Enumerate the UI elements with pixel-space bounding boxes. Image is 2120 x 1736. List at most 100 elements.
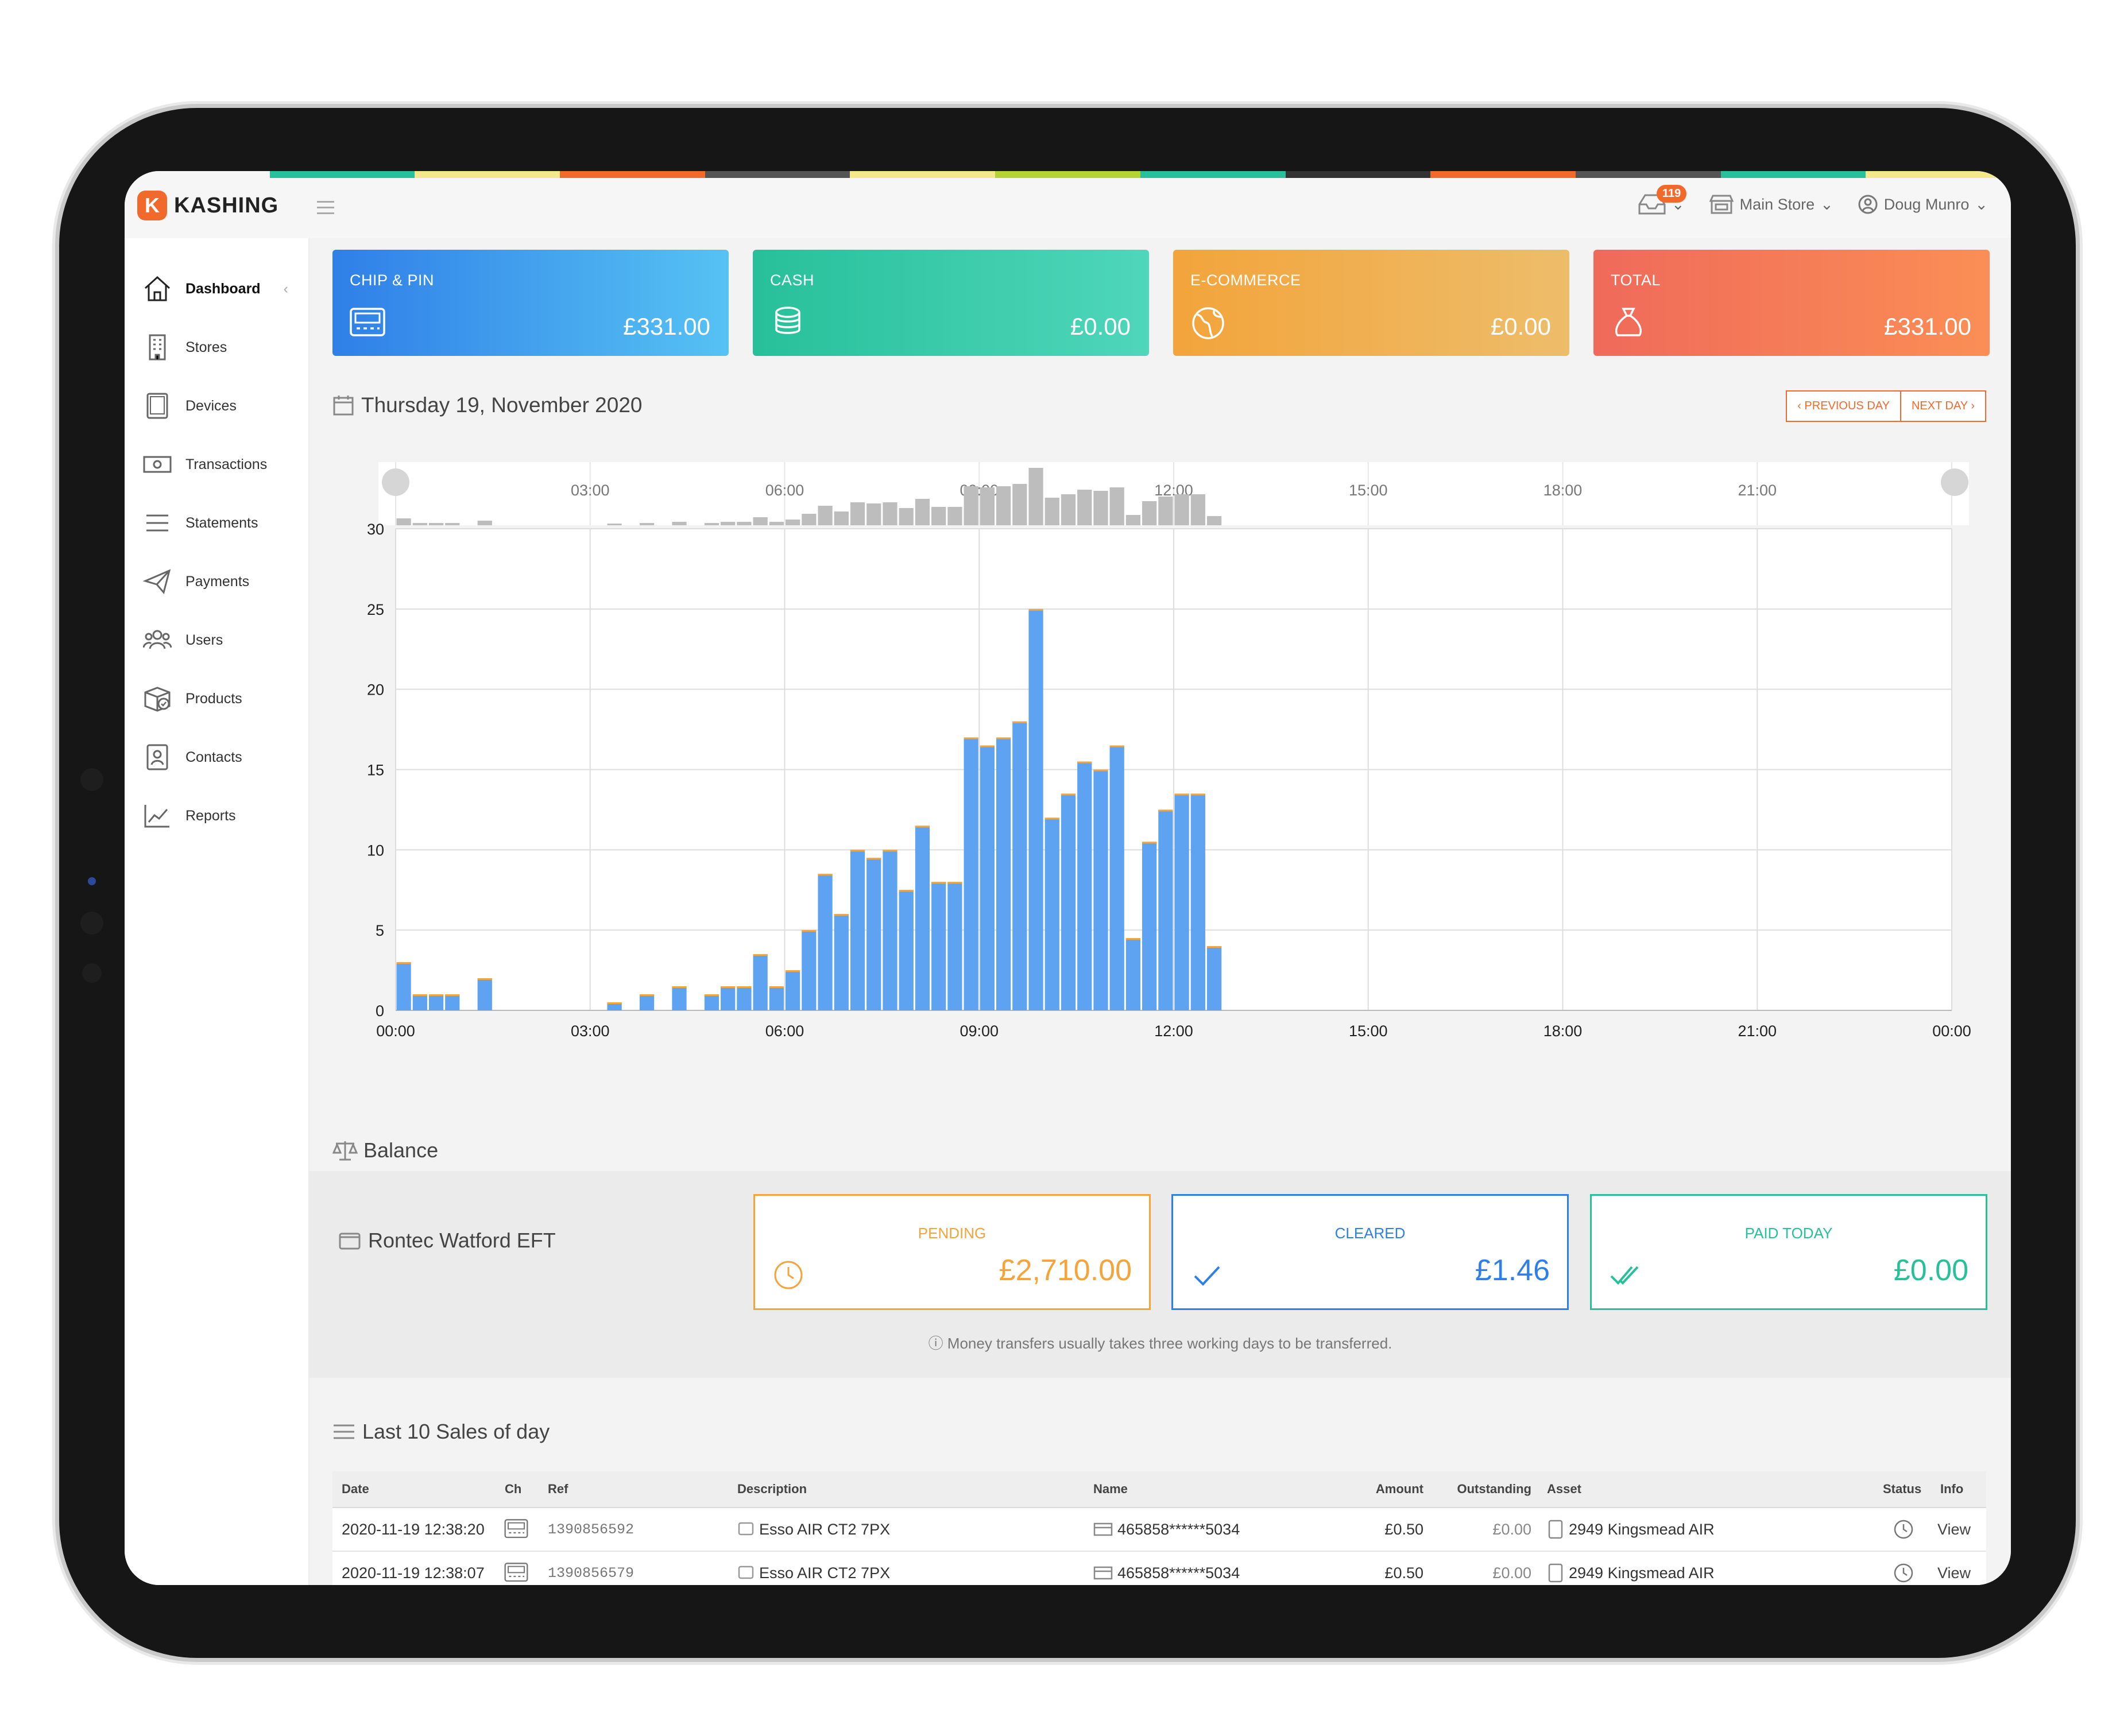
- sidebar-item-products[interactable]: Products: [143, 681, 242, 716]
- view-link[interactable]: View: [1937, 1564, 1971, 1582]
- x-tick-label: 15:00: [1349, 1022, 1388, 1040]
- bar: [915, 826, 930, 1010]
- card-label: E-COMMERCE: [1190, 272, 1301, 289]
- bar-top-edge: [769, 986, 784, 989]
- col-ref[interactable]: Ref: [548, 1482, 568, 1496]
- col-status[interactable]: Status: [1883, 1482, 1922, 1496]
- chevron-left-icon: ‹: [283, 280, 288, 297]
- chevron-down-icon: ⌄: [1820, 195, 1833, 213]
- minimap-bar: [931, 507, 946, 525]
- sidebar-item-contacts[interactable]: Contacts: [143, 740, 242, 774]
- bar-top-edge: [947, 882, 962, 884]
- bar-top-edge: [477, 978, 492, 981]
- bar-top-edge: [704, 994, 719, 997]
- row-outstanding: £0.00: [1492, 1520, 1531, 1538]
- col-ch[interactable]: Ch: [505, 1482, 522, 1496]
- minimap-bar: [1142, 501, 1157, 525]
- bar: [1142, 842, 1157, 1010]
- summary-card-e-commerce[interactable]: E-COMMERCE £0.00: [1173, 250, 1569, 356]
- minimap-tick-label: 18:00: [1543, 482, 1583, 499]
- summary-card-chip-pin[interactable]: CHIP & PIN £331.00: [332, 250, 729, 356]
- table-row[interactable]: 2020-11-19 12:38:20 1390856592 Esso AIR CT…: [332, 1508, 1986, 1552]
- chart-svg: 0 5 10 15 20 25 30 00:00 03:00 03:00 06:00 06:00 09:…: [367, 462, 1971, 1040]
- bar: [769, 986, 784, 1010]
- bar-top-edge: [1109, 745, 1124, 747]
- sidebar-item-payments[interactable]: Payments: [142, 564, 249, 599]
- bar: [964, 737, 978, 1010]
- bar: [412, 994, 427, 1010]
- sidebar-item-transactions[interactable]: Transactions: [143, 447, 267, 482]
- col-name[interactable]: Name: [1093, 1482, 1128, 1496]
- app-screen: K KASHING 119 ⌄ Main Store ⌄: [125, 171, 2011, 1585]
- sidebar-item-dashboard[interactable]: Dashboard ‹: [143, 272, 288, 306]
- minimap-bar: [883, 502, 897, 525]
- table-row[interactable]: 2020-11-19 12:38:07 1390856579 Esso AIR CT…: [332, 1552, 1986, 1585]
- list-icon: [143, 509, 173, 537]
- bar-top-edge: [1158, 809, 1173, 812]
- sidebar-item-users[interactable]: Users: [142, 623, 223, 657]
- summary-card-total[interactable]: TOTAL £331.00: [1593, 250, 1990, 356]
- bar-top-edge: [1044, 817, 1059, 820]
- minimap-bar: [737, 522, 752, 525]
- bar-top-edge: [428, 994, 444, 997]
- summary-card-cash[interactable]: CASH £0.00: [753, 250, 1149, 356]
- card-label: CASH: [770, 272, 815, 289]
- col-date[interactable]: Date: [342, 1482, 369, 1496]
- sidebar-item-reports[interactable]: Reports: [143, 799, 236, 833]
- previous-day-button[interactable]: ‹ PREVIOUS DAY: [1786, 390, 1901, 422]
- minimap-bar: [639, 523, 655, 525]
- next-day-button[interactable]: NEXT DAY ›: [1901, 390, 1986, 422]
- col-description[interactable]: Description: [737, 1482, 807, 1496]
- col-asset[interactable]: Asset: [1547, 1482, 1581, 1496]
- bar-top-edge: [980, 745, 995, 747]
- x-tick-label: 09:00: [960, 1022, 999, 1040]
- bar: [1206, 946, 1222, 1010]
- card-number: 465858******5034: [1117, 1520, 1240, 1538]
- minimap-bar: [1158, 497, 1173, 525]
- bar: [607, 1002, 622, 1010]
- range-handle-left[interactable]: [382, 468, 409, 496]
- notifications-button[interactable]: 119 ⌄: [1637, 185, 1687, 216]
- bar-top-edge: [1077, 761, 1092, 764]
- minimap-bar: [915, 499, 930, 525]
- credit-card-icon: [1093, 1522, 1113, 1536]
- bar: [834, 914, 849, 1010]
- view-link[interactable]: View: [1937, 1520, 1971, 1538]
- sidebar-item-label: Dashboard: [185, 280, 261, 297]
- minimap-bar: [947, 507, 962, 525]
- store-icon: [1709, 195, 1734, 214]
- bar: [704, 994, 719, 1010]
- range-handle-right[interactable]: [1941, 468, 1968, 496]
- col-outstanding[interactable]: Outstanding: [1457, 1482, 1531, 1496]
- minimap-bar: [802, 514, 817, 525]
- x-tick-label: 06:00: [765, 1022, 804, 1040]
- user-name: Doug Munro: [1883, 195, 1970, 213]
- minimap-tick-label: 21:00: [1738, 482, 1777, 499]
- user-menu[interactable]: Doug Munro ⌄: [1858, 194, 1988, 215]
- clock-icon: [774, 1261, 803, 1289]
- bar: [1125, 938, 1141, 1010]
- bar: [931, 882, 946, 1010]
- x-tick-label: 18:00: [1543, 1022, 1583, 1040]
- bar-top-edge: [883, 850, 897, 852]
- col-info[interactable]: Info: [1940, 1482, 1964, 1496]
- row-ref: 1390856592: [548, 1521, 635, 1538]
- store-name: Main Store: [1739, 195, 1815, 213]
- bar-top-edge: [1012, 721, 1027, 723]
- color-stripe: [125, 171, 2011, 178]
- contact-card-icon: [143, 743, 173, 772]
- sales-title: Last 10 Sales of day: [362, 1420, 550, 1443]
- brand-logo[interactable]: K KASHING: [137, 191, 278, 220]
- store-selector[interactable]: Main Store ⌄: [1709, 194, 1833, 215]
- menu-toggle-icon[interactable]: [317, 201, 334, 218]
- sidebar-item-devices[interactable]: Devices: [143, 389, 237, 423]
- sidebar-item-label: Reports: [185, 807, 236, 824]
- paid-today-value: £0.00: [1893, 1254, 1968, 1287]
- sidebar-item-stores[interactable]: Stores: [143, 330, 227, 365]
- bar-top-edge: [721, 986, 736, 989]
- sidebar-item-statements[interactable]: Statements: [143, 506, 258, 540]
- sidebar-item-label: Transactions: [185, 456, 268, 472]
- col-amount[interactable]: Amount: [1375, 1482, 1423, 1496]
- tablet-icon: [738, 1566, 754, 1579]
- minimap-bar: [1093, 491, 1108, 525]
